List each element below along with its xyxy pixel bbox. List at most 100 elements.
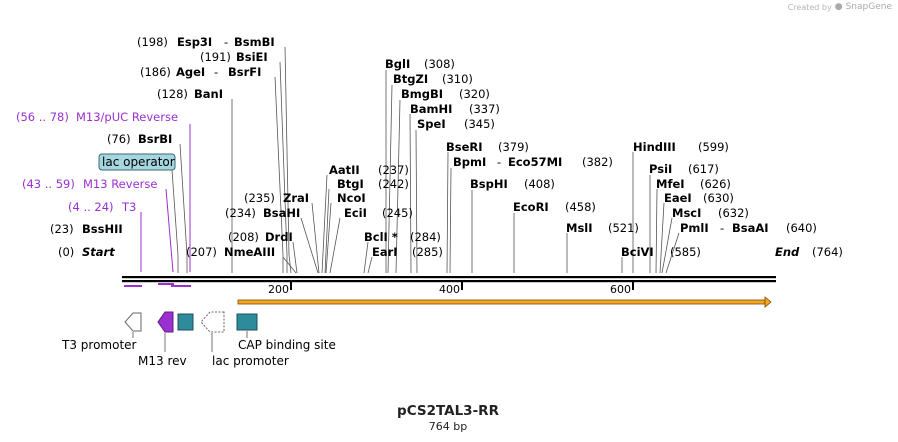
leader-btgzi xyxy=(387,84,393,274)
pos-spei: (345) xyxy=(464,117,495,131)
pos-esp3i: (198) xyxy=(137,35,168,49)
pos-bsshii: (23) xyxy=(50,222,74,236)
pos-pmli: (640) xyxy=(786,221,817,235)
label-m13-rev: M13 rev xyxy=(138,354,187,368)
primer-bar-m13puc xyxy=(171,285,191,287)
leader-bamhi xyxy=(409,113,412,274)
pos-bsiei: (191) xyxy=(200,50,231,64)
site-bsrfi: BsrFI xyxy=(228,65,261,79)
pos-btgi: (242) xyxy=(378,177,409,191)
watermark-brand: SnapGene xyxy=(845,2,892,12)
plasmid-title: pCS2TAL3-RR xyxy=(397,403,500,419)
sep-esp3i: - xyxy=(224,35,228,49)
leader-zrai xyxy=(311,202,320,274)
pos-msli: (521) xyxy=(608,221,639,235)
lac-promoter-arrow-icon xyxy=(200,311,225,333)
site-msli: MslI xyxy=(566,221,593,235)
site-btgi: BtgI xyxy=(337,177,364,191)
range-t3: (4 .. 24) xyxy=(68,200,114,214)
pos-bgli: (308) xyxy=(424,57,455,71)
tick-label-200: 200 xyxy=(268,283,289,296)
site-bgli: BglI xyxy=(385,57,410,71)
pos-bseri: (379) xyxy=(498,140,529,154)
watermark-prefix: Created by xyxy=(787,2,832,12)
leader-bsiei xyxy=(279,61,288,273)
leader-bcli xyxy=(363,241,369,274)
leader-bsahi xyxy=(300,217,319,274)
leader-agei xyxy=(274,76,284,273)
site-bsmbi: BsmBI xyxy=(234,35,275,49)
orf-bar xyxy=(237,299,766,305)
site-bsrbi: BsrBI xyxy=(138,132,172,146)
leader-bseri xyxy=(446,151,449,274)
leader-aatii xyxy=(321,174,328,274)
site-hindiii: HindIII xyxy=(633,140,676,154)
end-label: End xyxy=(775,245,800,259)
leader-drdi xyxy=(292,241,298,274)
site-bpmi: BpmI xyxy=(453,155,486,169)
tick-mark-400 xyxy=(461,282,463,290)
sep-bpmi: - xyxy=(497,155,501,169)
site-ncoi: NcoI xyxy=(337,191,366,205)
site-mfei: MfeI xyxy=(656,177,685,191)
pos-nmeaiii: (207) xyxy=(186,245,217,259)
leader-ecii xyxy=(329,217,341,274)
site-bmgbi: BmgBI xyxy=(401,87,443,101)
primer-m13rev: M13 Reverse xyxy=(83,177,157,191)
pos-bani: (128) xyxy=(157,87,188,101)
start-label: Start xyxy=(82,245,115,259)
label-t3-promoter: T3 promoter xyxy=(61,338,137,352)
pos-mfei: (626) xyxy=(700,177,731,191)
leader-pmli xyxy=(665,232,680,274)
features xyxy=(124,311,258,352)
cap-site-box-right xyxy=(236,313,258,331)
site-eco57mi: Eco57MI xyxy=(508,155,562,169)
leader-bmgbi xyxy=(395,99,401,274)
snapgene-watermark: Created by ● SnapGene xyxy=(788,2,892,12)
start-pos: (0) xyxy=(58,245,74,259)
primer-m13puc: M13/pUC Reverse xyxy=(76,110,178,124)
scale-ticks: 200 400 600 xyxy=(268,282,634,296)
pos-bsahi: (234) xyxy=(225,206,256,220)
leader-lacop xyxy=(171,169,179,273)
site-ecii: EciI xyxy=(344,206,367,220)
backbone-bottom-strand xyxy=(122,280,776,283)
tick-mark-600 xyxy=(632,282,634,290)
pos-drdi: (208) xyxy=(228,230,259,244)
snapgene-logo-icon: ● xyxy=(834,2,843,12)
leader-nmeaiii xyxy=(282,256,297,274)
lac-operator-label: lac operator xyxy=(102,155,175,169)
site-nmeaiii: NmeAIII xyxy=(224,245,275,259)
leader-bpmi xyxy=(449,167,452,274)
site-esp3i: Esp3I xyxy=(177,35,212,49)
site-bani: BanI xyxy=(194,87,223,101)
end-pos: (764) xyxy=(812,245,843,259)
pos-eari: (285) xyxy=(412,245,443,259)
site-bsiei: BsiEI xyxy=(236,50,268,64)
site-ecori: EcoRI xyxy=(513,200,549,214)
tick-label-600: 600 xyxy=(610,283,631,296)
label-lac-promoter: lac promoter xyxy=(212,354,289,368)
site-bsaai: BsaAI xyxy=(732,221,769,235)
plasmid-size: 764 bp xyxy=(429,420,467,433)
leader-eari xyxy=(367,256,373,274)
site-psii: PsiI xyxy=(649,162,672,176)
leader-esp3i xyxy=(284,46,292,274)
range-m13rev: (43 .. 59) xyxy=(22,177,75,191)
site-bcli: BclI * xyxy=(364,230,398,244)
leader-spei xyxy=(415,129,418,274)
site-bsahi: BsaHI xyxy=(263,206,300,220)
orf-arrowhead-icon xyxy=(764,296,772,308)
range-m13puc: (56 .. 78) xyxy=(16,110,69,124)
pos-bamhi: (337) xyxy=(469,102,500,116)
leader-ncoi xyxy=(325,202,332,274)
pos-msci: (632) xyxy=(718,206,749,220)
pos-bsphi: (408) xyxy=(524,177,555,191)
leader-msci xyxy=(661,217,673,274)
leader-lines xyxy=(171,46,680,274)
site-eari: EarI xyxy=(372,245,398,259)
primer-bars xyxy=(124,283,191,287)
site-spei: SpeI xyxy=(417,117,446,131)
site-msci: MscI xyxy=(672,206,701,220)
